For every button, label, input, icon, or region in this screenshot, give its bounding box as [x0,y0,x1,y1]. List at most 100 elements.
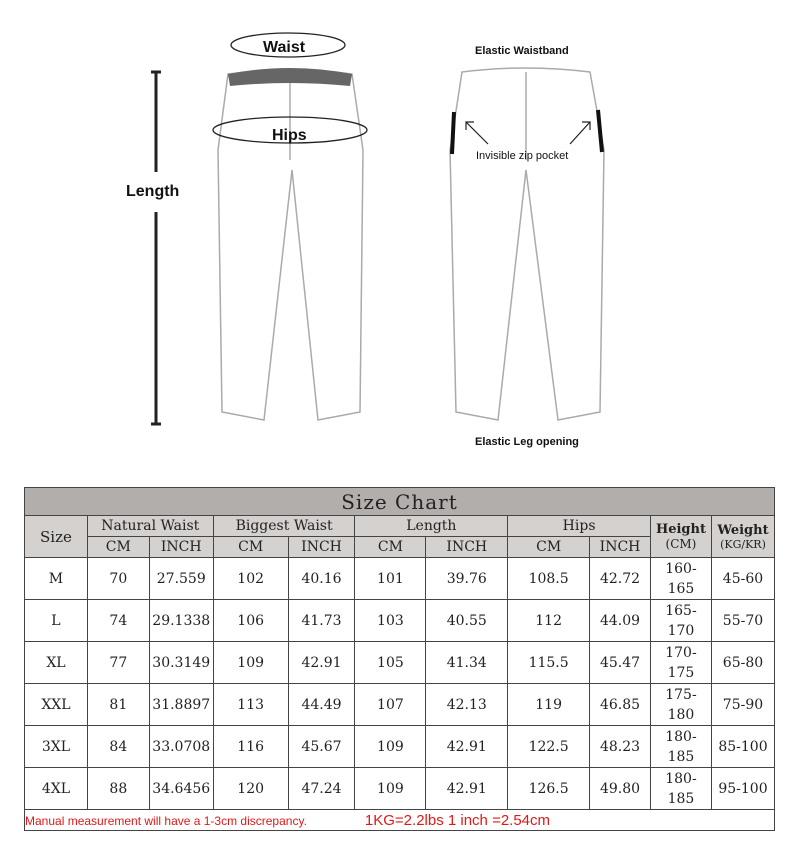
table-cell: 81 [86,683,150,726]
table-cell: 30.3149 [148,641,214,684]
height-value: 180- [665,728,697,745]
table-row: 4XL 88 34.6456 120 47.24 109 42.91 126.5 49.80 18… [24,767,776,810]
table-row: 3XL 84 33.0708 116 45.67 109 42.91 122.5 48.23 18… [24,725,776,768]
table-cell: 88 [86,767,150,810]
height-cell: 170- 175 [649,641,712,684]
table-cell: 44.49 [287,683,356,726]
table-cell: 44.09 [589,599,651,642]
group-header: Hips [507,515,651,537]
table-row: M 70 27.559 102 40.16 101 39.76 108.5 42.72 160- 1… [24,557,776,600]
table-row: XXL 81 31.8897 113 44.49 107 42.13 119 46.85 175-… [24,683,776,726]
table-cell: 55-70 [710,599,776,642]
height-value: 180- [665,770,697,787]
group-header: Length [354,515,509,537]
table-cell: 119 [507,683,591,726]
table-cell: 48.23 [589,725,651,768]
unit-header: INCH [287,536,356,558]
table-cell: 122.5 [507,725,591,768]
table-cell: 42.91 [287,641,356,684]
unit-header: CM [212,536,289,558]
table-cell: 45.47 [589,641,651,684]
height-cell: 165- 170 [649,599,712,642]
table-cell: 40.55 [425,599,509,642]
hips-label: Hips [272,127,307,144]
unit-header: CM [86,536,150,558]
table-cell: 109 [354,725,427,768]
height-value: 170- [665,644,697,661]
footer-note: Manual measurement will have a 1-3cm dis… [24,809,775,831]
table-cell: 29.1338 [148,599,214,642]
table-cell: 42.72 [589,557,651,600]
height-value: 185 [667,748,695,765]
table-cell: 112 [507,599,591,642]
table-cell: 77 [86,641,150,684]
table-cell: 41.34 [425,641,509,684]
front-waistband [228,68,352,86]
discrepancy-note: Manual measurement will have a 1-3cm dis… [25,813,307,828]
length-arrow [151,70,161,426]
table-cell: 45-60 [710,557,776,600]
height-value: 170 [667,622,695,639]
size-cell: 4XL [24,767,88,810]
table-cell: 113 [212,683,289,726]
size-cell: XL [24,641,88,684]
waistband-label: Elastic Waistband [475,45,569,57]
table-cell: 95-100 [710,767,776,810]
unit-header: INCH [589,536,651,558]
height-value: 175- [665,686,697,703]
waist-label: Waist [263,39,306,56]
table-cell: 46.85 [589,683,651,726]
pocket-label: Invisible zip pocket [476,150,569,162]
table-cell: 109 [212,641,289,684]
table-cell: 41.73 [287,599,356,642]
table-cell: 115.5 [507,641,591,684]
pocket-marks [450,109,604,155]
table-cell: 102 [212,557,289,600]
size-cell: L [24,599,88,642]
height-value: 180 [667,706,695,723]
table-cell: 120 [212,767,289,810]
front-pants-outline [217,69,364,421]
table-cell: 31.8897 [148,683,214,726]
table-cell: 108.5 [507,557,591,600]
pocket-arrows [465,121,591,145]
size-cell: M [24,557,88,600]
table-cell: 42.13 [425,683,509,726]
pants-diagram [151,32,605,426]
table-cell: 107 [354,683,427,726]
table-cell: 74 [86,599,150,642]
height-value: 160- [665,560,697,577]
size-cell: 3XL [24,725,88,768]
table-cell: 116 [212,725,289,768]
table-cell: 47.24 [287,767,356,810]
table-cell: 85-100 [710,725,776,768]
table-cell: 101 [354,557,427,600]
table-cell: 33.0708 [148,725,214,768]
table-cell: 27.559 [148,557,214,600]
table-cell: 42.91 [425,725,509,768]
height-cell: 160- 165 [649,557,712,600]
unit-header: CM [354,536,427,558]
table-row: XL 77 30.3149 109 42.91 105 41.34 115.5 45.47 170… [24,641,776,684]
table-cell: 34.6456 [148,767,214,810]
height-value: 185 [667,790,695,807]
table-cell: 75-90 [710,683,776,726]
leg-opening-label: Elastic Leg opening [475,436,579,448]
table-cell: 106 [212,599,289,642]
unit-header: INCH [148,536,214,558]
table-cell: 70 [86,557,150,600]
height-value: 165- [665,602,697,619]
length-label: Length [126,183,180,200]
height-value: 175 [667,664,695,681]
waist-ellipse [230,32,346,58]
height-cell: 175- 180 [649,683,712,726]
table-cell: 40.16 [287,557,356,600]
height-value: 165 [667,580,695,597]
weight-header: Weight (KG/KR) [710,515,776,558]
weight-unit: (KG/KR) [720,537,766,551]
unit-header: CM [507,536,591,558]
table-row: L 74 29.1338 106 41.73 103 40.55 112 44.09 165- 17… [24,599,776,642]
group-header: Natural Waist [86,515,214,537]
unit-header: INCH [425,536,509,558]
size-chart-table: Size Chart Size Natural Waist Biggest Wa… [24,487,776,831]
